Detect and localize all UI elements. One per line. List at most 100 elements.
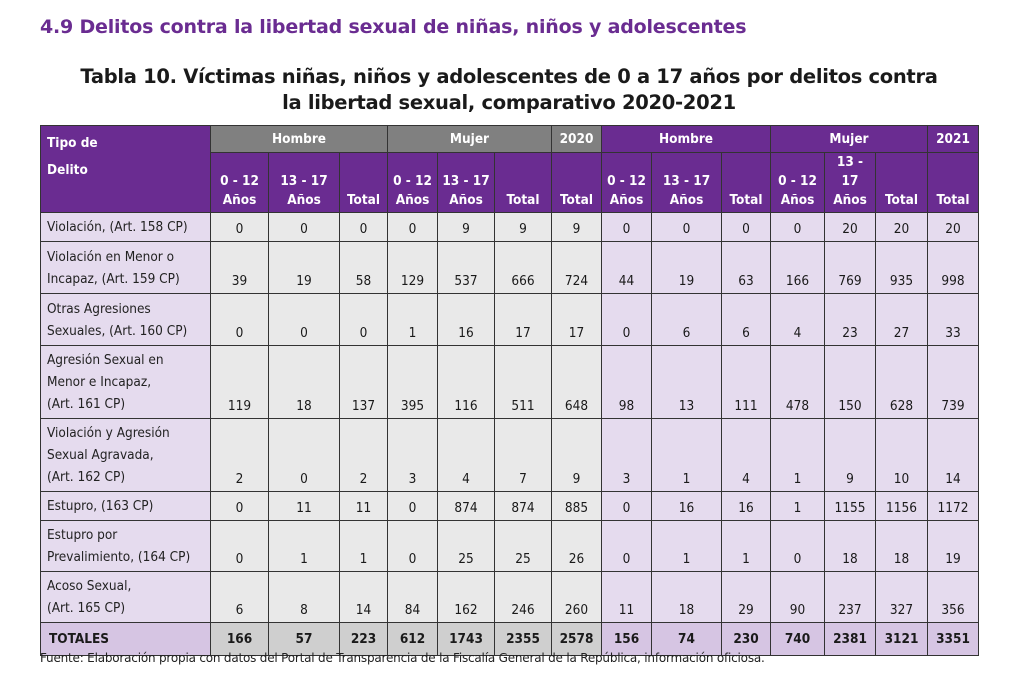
header-total: Total [927, 152, 979, 213]
table-cell: 0 [210, 491, 269, 521]
table-cell: 3 [601, 418, 652, 492]
table-cell: 44 [601, 241, 652, 294]
table-row: Violación y Agresión Sexual Agravada, (Art… [40, 418, 979, 492]
table-cell: 0 [339, 293, 388, 346]
table-body: Violación, (Art. 158 CP) 0 0 0 0 9 9 9 0 0 0 0 20 20 2… [40, 212, 979, 656]
table-cell: 2 [210, 418, 269, 492]
table-cell: 16 [437, 293, 495, 346]
table-cell: 98 [601, 345, 652, 419]
table-cell: 7 [494, 418, 552, 492]
totals-cell: 223 [339, 622, 388, 656]
row-label-line: Violación, (Art. 158 CP) [47, 219, 188, 235]
table-cell: 1 [721, 520, 771, 572]
header-age-0-12: 0 - 12 Años [210, 152, 269, 213]
table-cell: 11 [339, 491, 388, 521]
row-label: Violación en Menor o Incapaz, (Art. 159 C… [40, 241, 211, 294]
table-cell: 0 [601, 212, 652, 242]
table-cell: 6 [721, 293, 771, 346]
totals-cell: 740 [770, 622, 825, 656]
header-total: Total [875, 152, 928, 213]
table-cell: 116 [437, 345, 495, 419]
table-cell: 874 [437, 491, 495, 521]
table-cell: 1 [268, 520, 340, 572]
age-range: 0 - 12 [393, 173, 432, 189]
row-label-line: Violación en Menor o [47, 249, 175, 265]
header-2021-mujer: Mujer [770, 125, 928, 153]
table-cell: 237 [824, 571, 876, 623]
age-unit: Años [287, 192, 321, 208]
header-2020-mujer: Mujer [387, 125, 552, 153]
table-cell: 17 [551, 293, 602, 346]
table-cell: 724 [551, 241, 602, 294]
row-label: Otras Agresiones Sexuales, (Art. 160 CP) [40, 293, 211, 346]
table-cell: 16 [721, 491, 771, 521]
table-cell: 84 [387, 571, 438, 623]
table-cell: 327 [875, 571, 928, 623]
table-cell: 162 [437, 571, 495, 623]
table-cell: 1 [770, 418, 825, 492]
table-cell: 0 [601, 520, 652, 572]
table-cell: 4 [770, 293, 825, 346]
age-range: 0 - 12 [607, 173, 646, 189]
table-cell: 0 [210, 520, 269, 572]
age-range: 13 - 17 [280, 173, 328, 189]
table-cell: 13 [651, 345, 722, 419]
row-label-line: Estupro, (163 CP) [47, 498, 154, 514]
row-label-line: (Art. 161 CP) [47, 396, 126, 412]
header-2020-hombre: Hombre [210, 125, 388, 153]
table-cell: 11 [601, 571, 652, 623]
table-row: Violación, (Art. 158 CP) 0 0 0 0 9 9 9 0 0 0 0 20 20 2… [40, 212, 979, 242]
totals-cell: 57 [268, 622, 340, 656]
row-label: Estupro por Prevalimiento, (164 CP) [40, 520, 211, 572]
table-cell: 356 [927, 571, 979, 623]
table-cell: 23 [824, 293, 876, 346]
totals-cell: 166 [210, 622, 269, 656]
table-cell: 14 [339, 571, 388, 623]
table-cell: 478 [770, 345, 825, 419]
table-cell: 537 [437, 241, 495, 294]
table-cell: 18 [268, 345, 340, 419]
age-range: 13 - 17 [662, 173, 711, 189]
totals-cell: 74 [651, 622, 722, 656]
table-cell: 0 [770, 520, 825, 572]
table-cell: 1156 [875, 491, 928, 521]
table-cell: 9 [824, 418, 876, 492]
table-cell: 26 [551, 520, 602, 572]
header-total: Total [494, 152, 552, 213]
table-cell: 20 [875, 212, 928, 242]
header-2021-hombre: Hombre [601, 125, 771, 153]
table-cell: 1 [651, 520, 722, 572]
header-tipo-line2: Delito [47, 162, 88, 178]
table-cell: 25 [494, 520, 552, 572]
age-unit: Años [780, 192, 815, 208]
table-cell: 6 [210, 571, 269, 623]
table-cell: 29 [721, 571, 771, 623]
header-age-0-12: 0 - 12 Años [601, 152, 652, 213]
row-label-line: Menor e Incapaz, [47, 374, 152, 390]
table-cell: 395 [387, 345, 438, 419]
table-cell: 0 [387, 520, 438, 572]
table-cell: 0 [721, 212, 771, 242]
table-title-line2: la libertad sexual, comparativo 2020-202… [282, 91, 736, 114]
row-label: Violación y Agresión Sexual Agravada, (Art… [40, 418, 211, 492]
row-label: Agresión Sexual en Menor e Incapaz, (Art. … [40, 345, 211, 419]
table-cell: 0 [339, 212, 388, 242]
table-cell: 111 [721, 345, 771, 419]
table-cell: 1155 [824, 491, 876, 521]
table-cell: 648 [551, 345, 602, 419]
totals-label: TOTALES [40, 622, 211, 656]
table-cell: 0 [651, 212, 722, 242]
header-age-13-17: 13 - 17 Años [651, 152, 722, 213]
victims-table: Tipo de Delito Hombre Mujer 2020 Hombre … [40, 125, 979, 656]
row-label-line: Violación y Agresión [47, 425, 170, 441]
row-label-line: Agresión Sexual en [47, 352, 164, 368]
age-range: 13 - 17 [836, 154, 864, 189]
header-age-13-17: 13 - 17 Años [437, 152, 495, 213]
table-cell: 9 [437, 212, 495, 242]
totals-cell: 2578 [551, 622, 602, 656]
table-cell: 129 [387, 241, 438, 294]
table-cell: 885 [551, 491, 602, 521]
table-cell: 25 [437, 520, 495, 572]
source-note: Fuente: Elaboración propia con datos del… [40, 651, 765, 665]
table-cell: 260 [551, 571, 602, 623]
